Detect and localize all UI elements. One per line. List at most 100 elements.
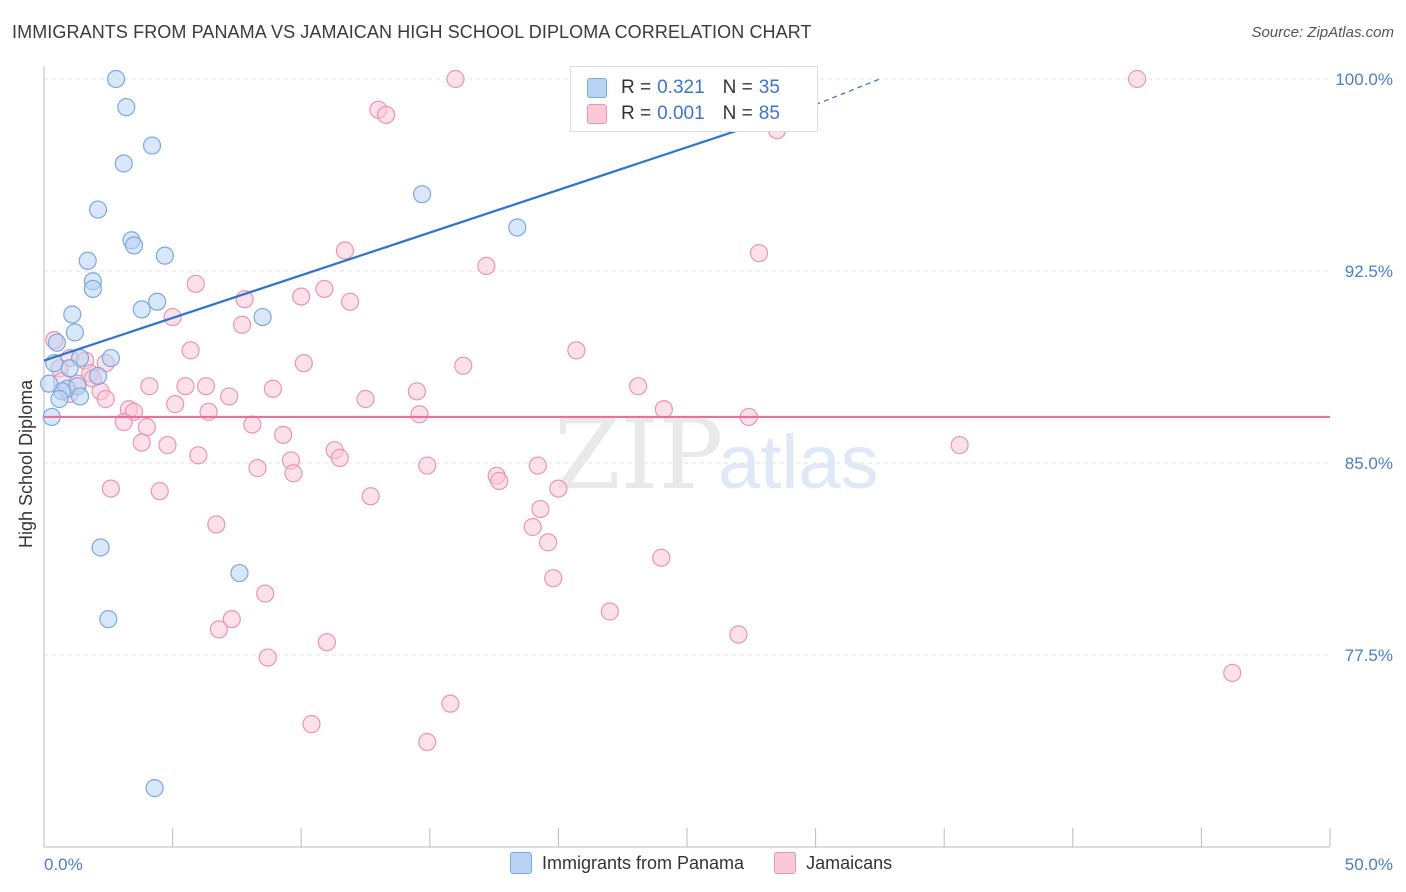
data-point [145, 779, 164, 798]
n-label: N = [722, 103, 753, 124]
data-point [207, 515, 226, 534]
stats-legend: R = 0.321 N = 35 R = 0.001 N = 85 [570, 66, 818, 132]
data-point [274, 425, 293, 444]
stats-row-jamaicans: R = 0.001 N = 85 [587, 101, 780, 127]
data-point [950, 435, 969, 455]
series-panama [40, 69, 753, 798]
y-tick-label: 85.0% [1345, 454, 1393, 473]
data-point [407, 382, 427, 401]
data-point [1223, 663, 1242, 683]
y-tick-label: 77.5% [1345, 646, 1393, 665]
data-point [477, 256, 496, 275]
data-point [158, 435, 177, 455]
data-point [88, 366, 108, 386]
data-point [729, 625, 748, 644]
data-point [114, 154, 133, 173]
n-value-panama: 35 [758, 77, 780, 98]
data-point [88, 200, 108, 219]
data-point [101, 479, 120, 498]
data-point [40, 374, 59, 393]
watermark-atlas: atlas [718, 420, 879, 505]
data-point [189, 446, 208, 465]
data-point [137, 418, 156, 437]
y-tick-label: 100.0% [1335, 70, 1393, 89]
data-point [186, 274, 205, 293]
data-point [78, 251, 97, 270]
data-point [340, 292, 360, 311]
data-point [315, 279, 334, 299]
data-point [654, 400, 673, 419]
data-point [263, 379, 283, 398]
data-point [335, 241, 355, 260]
data-point [232, 315, 252, 334]
data-point [50, 389, 69, 409]
trend-line-panama-extension [815, 78, 881, 106]
data-point [376, 105, 396, 124]
data-point [549, 479, 568, 498]
data-point [294, 354, 313, 373]
data-point [47, 333, 66, 352]
data-point [361, 487, 380, 506]
axes [43, 66, 1331, 848]
data-point [148, 292, 167, 311]
data-point [230, 563, 249, 583]
data-point [292, 287, 311, 306]
legend-item-panama[interactable]: Immigrants from Panama [510, 852, 744, 874]
data-point [63, 305, 82, 324]
legend-swatch-panama [510, 852, 532, 874]
stats-row-panama: R = 0.321 N = 35 [587, 75, 780, 101]
legend-item-jamaicans[interactable]: Jamaicans [774, 852, 892, 874]
data-point [166, 395, 185, 414]
watermark: ZIP atlas [554, 399, 879, 511]
r-value-panama: 0.321 [657, 77, 705, 98]
data-point [600, 602, 619, 621]
data-point [567, 341, 586, 360]
watermark-zip: ZIP [554, 399, 723, 511]
y-tick-label: 92.5% [1345, 262, 1393, 281]
data-point [243, 415, 262, 434]
legend-swatch-jamaicans [774, 852, 797, 874]
trend-lines [43, 78, 1330, 419]
data-point [96, 389, 115, 409]
data-point [490, 471, 509, 491]
data-point [99, 610, 118, 629]
x-tick-label: 0.0% [44, 855, 83, 874]
data-point [418, 456, 437, 475]
data-point [539, 533, 558, 552]
data-point [1127, 69, 1147, 89]
data-point [652, 548, 671, 567]
data-point [155, 246, 174, 265]
data-point [248, 459, 267, 478]
data-point [302, 715, 321, 734]
data-point [106, 69, 126, 89]
data-point [124, 236, 144, 255]
chart-title: IMMIGRANTS FROM PANAMA VS JAMAICAN HIGH … [12, 22, 812, 42]
data-point [454, 356, 473, 375]
data-point [253, 307, 272, 327]
r-label: R = [621, 77, 652, 98]
data-point [150, 482, 169, 501]
data-point [418, 732, 437, 752]
data-point [523, 517, 542, 537]
n-label: N = [722, 77, 753, 98]
data-point [258, 648, 277, 667]
data-point [284, 464, 303, 483]
r-label: R = [621, 103, 652, 124]
data-point [176, 377, 195, 396]
stats-swatch-jamaicans [587, 104, 607, 124]
data-point [528, 456, 547, 475]
data-point [356, 389, 375, 409]
data-point [140, 377, 159, 396]
data-point [256, 584, 275, 603]
data-point [196, 377, 216, 396]
legend-label-jamaicans: Jamaicans [806, 852, 893, 873]
n-value-jamaicans: 85 [758, 103, 780, 124]
data-point [508, 218, 527, 237]
data-point [91, 538, 110, 557]
data-point [330, 448, 349, 467]
data-point [749, 243, 769, 263]
data-point [222, 610, 241, 629]
data-point [70, 387, 90, 406]
data-point [531, 499, 550, 519]
